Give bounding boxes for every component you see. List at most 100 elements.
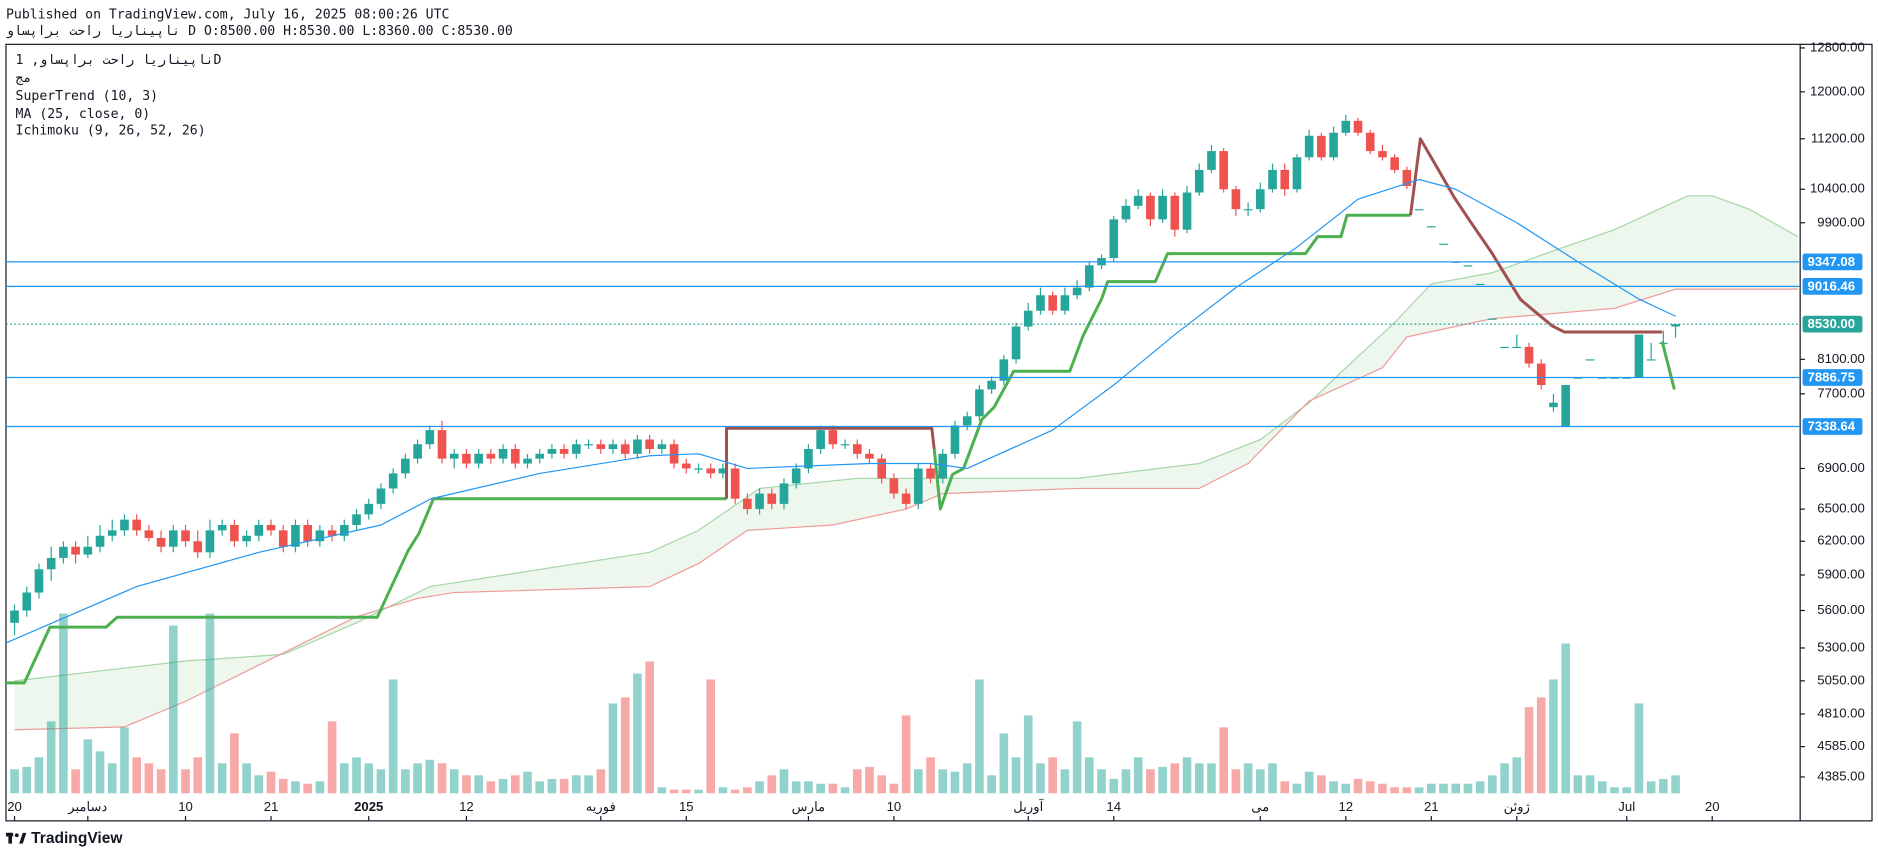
- volume-bar: [254, 775, 264, 794]
- candle-body: [1488, 318, 1497, 320]
- logo-part: [14, 833, 19, 838]
- indicator-label: Ichimoku (9, 26, 52, 26): [16, 124, 206, 139]
- x-tick-label: می: [1251, 799, 1269, 814]
- candle-body: [1256, 189, 1265, 210]
- volume-bar: [449, 769, 459, 794]
- volume-bar: [1304, 771, 1314, 794]
- candle-body: [242, 535, 251, 542]
- supertrend: [1660, 341, 1676, 390]
- candle-body: [1353, 120, 1363, 133]
- candle-body: [1585, 359, 1595, 361]
- candle-body: [657, 444, 667, 450]
- logo-part: [19, 832, 27, 844]
- volume-bar: [1011, 757, 1021, 794]
- level-label: 7886.75: [1808, 370, 1856, 385]
- volume-bar: [95, 751, 105, 794]
- volume-bar: [865, 766, 874, 794]
- volume-bar: [999, 733, 1009, 794]
- volume-bar: [1378, 783, 1387, 794]
- candle-body: [303, 524, 312, 542]
- candle-body: [889, 478, 899, 494]
- candle-body: [962, 416, 972, 426]
- x-tick-label: 2025: [354, 799, 383, 814]
- volume-bar: [1085, 757, 1094, 794]
- candle-body: [706, 468, 716, 474]
- y-tick-label: 4385.00: [1817, 768, 1865, 783]
- level-tag: [1802, 315, 1863, 333]
- volume-bar: [1256, 769, 1265, 794]
- volume-bar: [1634, 703, 1644, 794]
- volume-bar: [1329, 781, 1338, 794]
- candle-body: [498, 449, 508, 459]
- volume-bar: [1146, 769, 1155, 794]
- volume-bar: [364, 763, 374, 794]
- y-tick-label: 5600.00: [1817, 602, 1865, 617]
- candle-body: [425, 430, 435, 445]
- volume-bar: [1549, 679, 1558, 794]
- candle-body: [1072, 287, 1082, 296]
- volume-bar: [1659, 778, 1668, 794]
- volume-bar: [1475, 781, 1485, 794]
- candle-body: [1060, 295, 1070, 311]
- volume-bar: [681, 789, 691, 794]
- volume-bar: [669, 789, 679, 794]
- volume-bar: [694, 789, 703, 794]
- candle-body: [767, 493, 777, 504]
- volume-bar: [779, 769, 789, 794]
- x-tick-label: مارس: [792, 799, 825, 815]
- level-tag: [1802, 253, 1863, 271]
- volume-bar: [1023, 715, 1033, 794]
- candle-body: [1109, 219, 1119, 259]
- candle-body: [1597, 377, 1607, 379]
- candle-body: [388, 473, 398, 489]
- volume-bar: [291, 781, 300, 794]
- candle-body: [327, 530, 337, 536]
- candle-body: [413, 444, 422, 459]
- symbol-line: ناپیناریا راحت براپساو D O:8500.00 H:853…: [6, 24, 513, 39]
- candle-body: [1085, 265, 1094, 288]
- volume-bar: [1610, 787, 1619, 794]
- indicator-label: MA (25, close, 0): [16, 107, 151, 122]
- volume-bar: [327, 721, 337, 794]
- y-tick-label: 6200.00: [1817, 533, 1865, 548]
- volume-bar: [608, 703, 618, 794]
- volume-bar: [46, 721, 56, 794]
- legend-subtitle: مج: [16, 71, 32, 86]
- volume-bar: [71, 769, 80, 794]
- volume-bar: [352, 757, 361, 794]
- volume-bar: [718, 787, 728, 794]
- candle-body: [975, 389, 984, 417]
- candle-body: [1280, 169, 1290, 190]
- y-tick-label: 5300.00: [1817, 639, 1865, 654]
- volume-bar: [1439, 783, 1448, 794]
- volume-bar: [743, 787, 752, 794]
- y-tick-label: 6500.00: [1817, 501, 1865, 516]
- volume-bar: [1243, 763, 1253, 794]
- volume-bar: [169, 625, 178, 794]
- candle-body: [95, 535, 105, 547]
- candle-body: [1634, 334, 1644, 378]
- y-tick-label: 7700.00: [1817, 385, 1865, 400]
- volume-bar: [755, 781, 764, 794]
- volume-bar: [901, 715, 911, 794]
- volume-bar: [572, 775, 581, 794]
- candle-body: [572, 444, 581, 454]
- candle-body: [1646, 359, 1656, 361]
- candle-body: [950, 425, 960, 454]
- volume-bar: [1292, 783, 1302, 794]
- candle-body: [938, 453, 948, 479]
- candle-body: [620, 444, 630, 454]
- candle-body: [755, 493, 764, 510]
- volume-bar: [425, 759, 435, 794]
- candle-body: [828, 430, 838, 445]
- volume-bar: [804, 781, 813, 794]
- supertrend: [1409, 137, 1663, 334]
- volume-bar: [1353, 778, 1363, 794]
- candle-body: [633, 439, 642, 454]
- volume-bar: [596, 769, 606, 794]
- level-tag: [1802, 278, 1863, 295]
- published-note: Published on TradingView.com, July 16, 2…: [6, 7, 449, 22]
- volume-bar: [1585, 775, 1595, 794]
- candle-body: [193, 541, 203, 553]
